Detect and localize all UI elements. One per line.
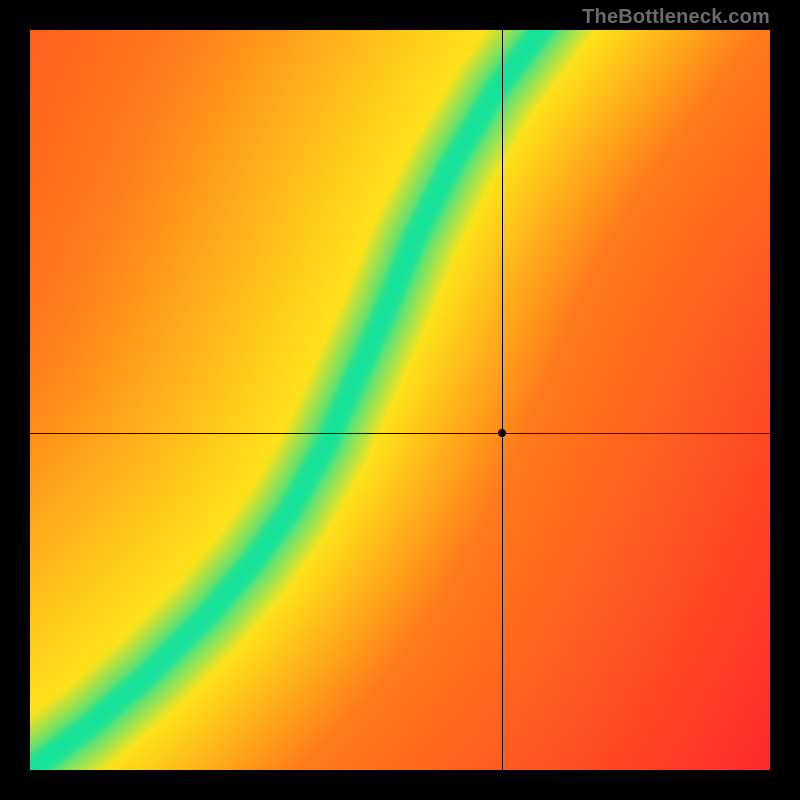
plot-area — [30, 30, 770, 770]
watermark-text: TheBottleneck.com — [582, 6, 770, 29]
heatmap-canvas — [30, 30, 770, 770]
chart-container: TheBottleneck.com — [0, 0, 800, 800]
crosshair-horizontal — [30, 433, 770, 434]
crosshair-marker — [498, 429, 506, 437]
crosshair-vertical — [502, 30, 503, 770]
